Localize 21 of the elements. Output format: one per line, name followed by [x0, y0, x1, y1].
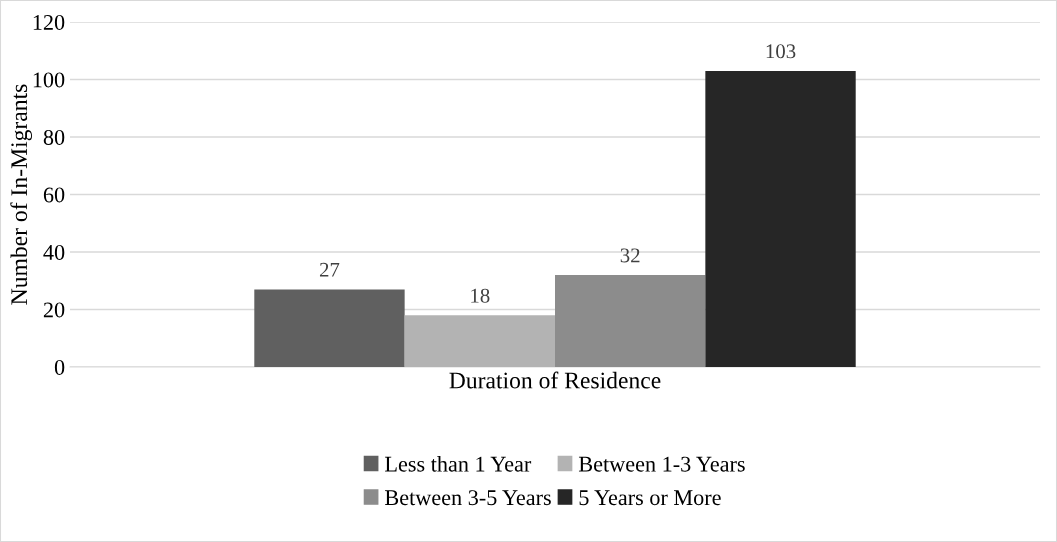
bar [705, 70, 856, 367]
y-tick-label: 0 [54, 359, 65, 375]
bar [555, 275, 706, 367]
data-label: 18 [471, 288, 490, 303]
y-tick-label: 60 [43, 187, 65, 203]
y-tick-label: 120 [33, 14, 65, 30]
legend-label: Less than 1 Year [385, 456, 532, 472]
y-tick-label: 20 [43, 302, 65, 318]
legend-label: 5 Years or More [579, 490, 721, 506]
legend-label: Between 1-3 Years [578, 456, 745, 472]
x-tick-label: Duration of Residence [449, 371, 661, 389]
bar [404, 315, 555, 367]
y-tick-label: 80 [43, 129, 65, 145]
y-axis-title: Number of In-Migrants [10, 84, 32, 305]
y-tick-label: 40 [43, 244, 65, 260]
data-label: 32 [620, 248, 640, 263]
bar [254, 289, 405, 367]
data-label: 103 [766, 44, 796, 59]
y-tick-label: 100 [33, 72, 65, 88]
data-label: 27 [319, 262, 340, 277]
legend-label: Between 3-5 Years [385, 490, 551, 506]
